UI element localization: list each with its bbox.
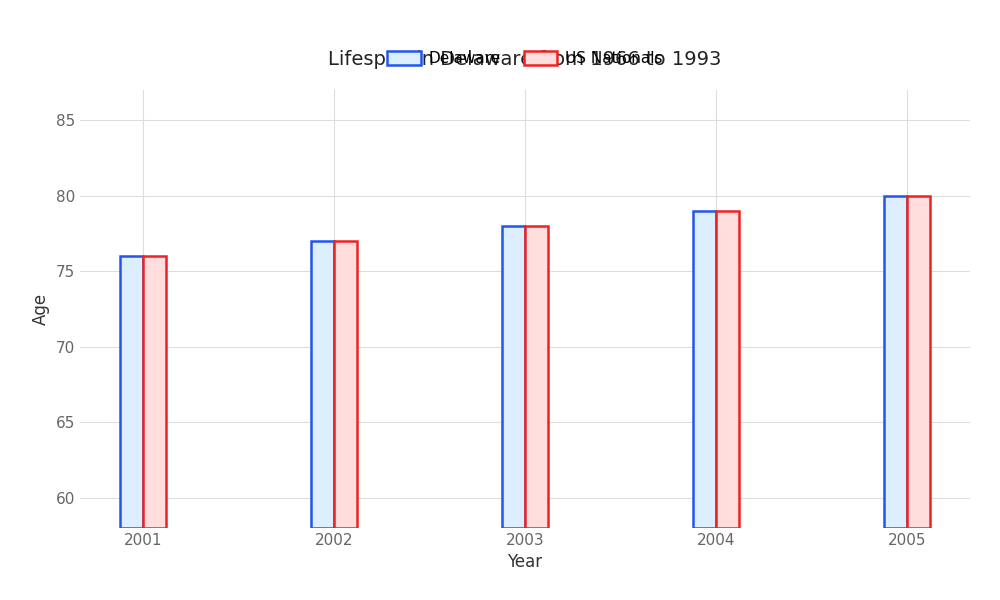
Bar [502,226,525,528]
Bar [525,226,548,528]
Bar [143,256,166,528]
Bar [693,211,716,528]
Y-axis label: Age: Age [32,293,50,325]
Bar [716,211,739,528]
Title: Lifespan in Delaware from 1966 to 1993: Lifespan in Delaware from 1966 to 1993 [328,50,722,69]
Bar [311,241,334,528]
Bar [907,196,930,528]
Bar [120,256,143,528]
Legend: Delaware, US Nationals: Delaware, US Nationals [381,45,669,73]
X-axis label: Year: Year [507,553,543,571]
Bar [334,241,357,528]
Bar [884,196,907,528]
